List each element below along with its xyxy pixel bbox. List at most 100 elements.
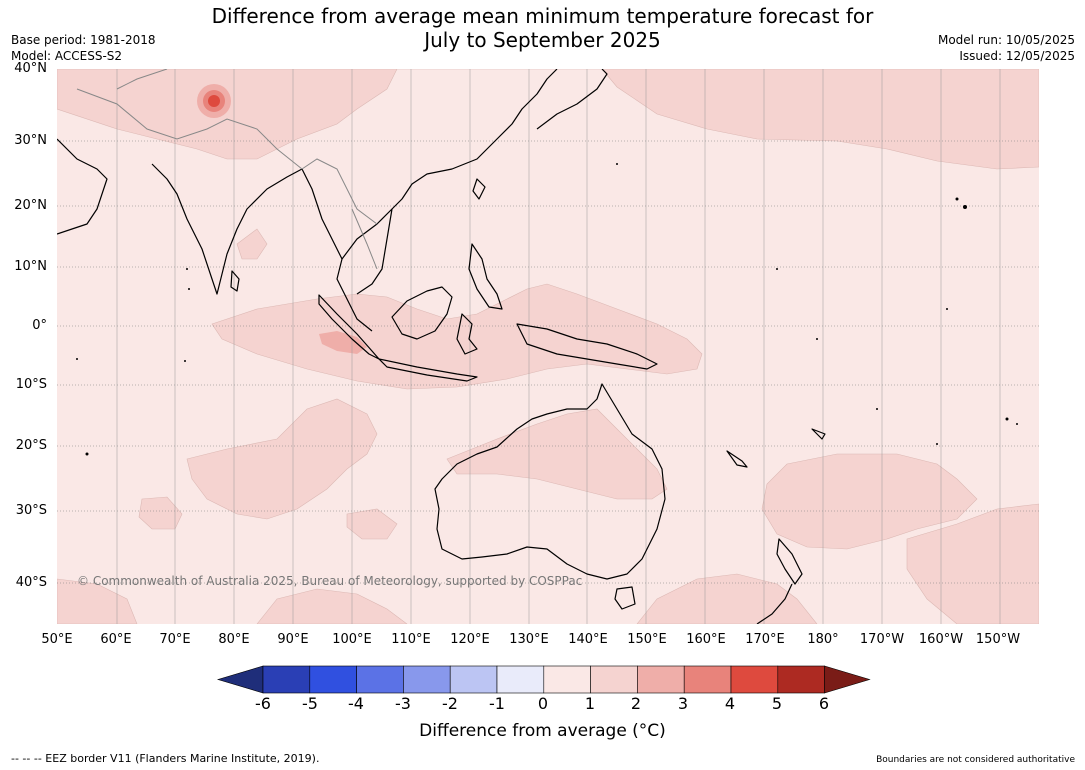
lon-label-160e: 160°E xyxy=(686,632,726,647)
region-central-indian xyxy=(346,508,398,540)
region-india-bay xyxy=(236,228,268,260)
coast-vietnam xyxy=(356,208,393,295)
lon-label-160w: 160°W xyxy=(918,632,964,647)
eez-border-note: -- -- -- EEZ border V11 (Flanders Marine… xyxy=(11,752,320,765)
colorbar-tick-2: 2 xyxy=(630,694,642,713)
lon-label-150w: 150°W xyxy=(975,632,1021,647)
colorbar-extend-high xyxy=(824,665,871,694)
region-java-hotspot xyxy=(319,331,367,354)
coast-new-zealand-south xyxy=(756,583,793,624)
lon-label-70e: 70°E xyxy=(159,632,191,647)
map-title: Difference from average mean minimum tem… xyxy=(0,4,1085,52)
lat-label-40s: 40°S xyxy=(15,575,47,590)
colorbar-segment xyxy=(449,665,498,694)
coast-arabia-persia xyxy=(57,138,108,235)
coast-japan xyxy=(536,69,608,130)
lat-label-20s: 20°S xyxy=(15,438,47,453)
coastlines xyxy=(57,69,826,624)
model-name: Model: ACCESS-S2 xyxy=(11,49,123,63)
colorbar-tick-0: 0 xyxy=(537,694,549,713)
coast-sri-lanka xyxy=(230,270,240,292)
colorbar-tick-minus6: -6 xyxy=(255,694,271,713)
anomaly-regions-3-5 xyxy=(203,90,225,112)
copyright-notice: © Commonwealth of Australia 2025, Bureau… xyxy=(77,574,583,588)
colorbar-tick-5: 5 xyxy=(771,694,783,713)
colorbar xyxy=(216,665,871,694)
colorbar-segment xyxy=(637,665,685,694)
lat-label-30s: 30°S xyxy=(15,503,47,518)
coast-taiwan xyxy=(472,178,486,200)
pacific-islands xyxy=(76,163,1018,456)
lon-label-170e: 170°E xyxy=(745,632,785,647)
lat-label-10n: 10°N xyxy=(14,259,47,274)
model-run: Model run: 10/05/2025 xyxy=(937,33,1075,47)
issued-date: Issued: 12/05/2025 xyxy=(959,49,1075,63)
lon-label-110e: 110°E xyxy=(391,632,431,647)
colorbar-segment xyxy=(496,665,545,694)
colorbar-segment xyxy=(590,665,638,694)
meridians xyxy=(116,69,1001,624)
region-tasman xyxy=(636,573,818,624)
colorbar-segment xyxy=(777,665,825,694)
colorbar-segment xyxy=(356,665,404,694)
lat-label-20n: 20°N xyxy=(14,198,47,213)
coast-new-caledonia xyxy=(726,450,748,468)
lon-label-130e: 130°E xyxy=(509,632,549,647)
colorbar-tick-minus5: -5 xyxy=(302,694,318,713)
lon-label-100e: 100°E xyxy=(332,632,372,647)
coast-borneo xyxy=(391,286,453,340)
colorbar-extend-low xyxy=(216,665,264,694)
meta-right: Model run: 10/05/2025 Issued: 12/05/2025 xyxy=(938,32,1075,64)
colorbar-tick-3: 3 xyxy=(677,694,689,713)
lon-label-140e: 140°E xyxy=(568,632,608,647)
region-himalaya-core xyxy=(208,95,220,107)
coast-india xyxy=(151,163,303,295)
colorbar-segment xyxy=(683,665,732,694)
coast-sumatra xyxy=(318,294,380,360)
base-period: Base period: 1981-2018 xyxy=(11,33,156,47)
region-far-south-pacific xyxy=(906,503,1039,624)
lon-label-120e: 120°E xyxy=(450,632,490,647)
colorbar-label: Difference from average (°C) xyxy=(419,721,666,741)
colorbar-tick-4: 4 xyxy=(724,694,736,713)
coast-fiji xyxy=(811,428,826,440)
coast-sulawesi xyxy=(456,313,478,355)
boundaries-disclaimer: Boundaries are not considered authoritat… xyxy=(876,755,1075,765)
lon-label-180: 180° xyxy=(807,632,839,647)
colorbar-segment xyxy=(730,665,779,694)
colorbar-segment xyxy=(262,665,311,694)
coast-tasmania xyxy=(614,586,636,610)
meta-left: Base period: 1981-2018 Model: ACCESS-S2 xyxy=(11,32,156,64)
coast-philippines xyxy=(468,243,503,310)
region-australia xyxy=(446,408,668,500)
lon-label-90e: 90°E xyxy=(277,632,309,647)
lat-label-0: 0° xyxy=(32,318,47,333)
region-south-central xyxy=(256,588,408,624)
lon-label-80e: 80°E xyxy=(218,632,250,647)
colorbar-tick-6: 6 xyxy=(818,694,830,713)
coast-new-guinea xyxy=(516,323,658,370)
coast-australia xyxy=(434,383,666,580)
lat-label-40n: 40°N xyxy=(14,61,47,76)
coast-java xyxy=(378,358,478,382)
colorbar-tick-minus3: -3 xyxy=(395,694,411,713)
colorbar-tick-minus1: -1 xyxy=(489,694,505,713)
colorbar-tick-1: 1 xyxy=(584,694,596,713)
coast-indochina xyxy=(341,69,558,260)
lon-label-170w: 170°W xyxy=(859,632,905,647)
lon-label-150e: 150°E xyxy=(627,632,667,647)
colorbar-tick-minus4: -4 xyxy=(348,694,364,713)
region-south-pacific xyxy=(761,453,978,550)
anomaly-map xyxy=(57,69,1039,624)
country-borders xyxy=(76,69,378,270)
title-line-1: Difference from average mean minimum tem… xyxy=(211,4,874,28)
lon-label-60e: 60°E xyxy=(100,632,132,647)
colorbar-segment xyxy=(403,665,451,694)
coast-new-zealand-north xyxy=(776,538,803,585)
title-line-2: July to September 2025 xyxy=(424,28,661,52)
colorbar-segment xyxy=(543,665,591,694)
lat-label-10s: 10°S xyxy=(15,377,47,392)
region-south-indian xyxy=(186,398,378,520)
lon-label-50e: 50°E xyxy=(41,632,73,647)
lat-label-30n: 30°N xyxy=(14,133,47,148)
